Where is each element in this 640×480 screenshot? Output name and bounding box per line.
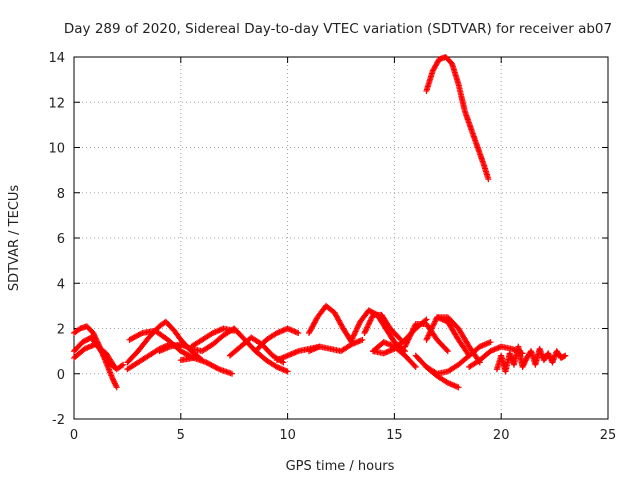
series-arc-09 xyxy=(177,354,236,377)
data-point xyxy=(411,362,418,369)
data-point xyxy=(354,324,361,331)
data-point xyxy=(396,335,403,342)
series-arc-27 xyxy=(423,54,492,183)
data-point xyxy=(487,339,494,346)
data-point xyxy=(355,322,362,329)
x-tick-label: 10 xyxy=(279,428,296,443)
series-arc-19 xyxy=(402,320,451,355)
x-tick-label: 25 xyxy=(600,428,617,443)
data-point xyxy=(113,384,120,391)
x-tick-label: 5 xyxy=(177,428,185,443)
y-tick-label: 8 xyxy=(57,187,65,202)
y-tick-label: 0 xyxy=(57,368,65,383)
series-arc-15 xyxy=(305,336,366,355)
axis-ticks: 0 5 10 15 20 25 -2 0 2 4 6 8 10 12 14 xyxy=(48,51,616,443)
data-point xyxy=(349,335,356,342)
y-tick-label: 6 xyxy=(57,232,65,247)
data-point xyxy=(280,359,287,366)
data-point xyxy=(295,330,302,337)
data-point xyxy=(363,325,370,332)
data-point xyxy=(362,328,369,335)
grid-lines xyxy=(74,57,608,419)
data-point xyxy=(348,336,355,343)
series-arc-14 xyxy=(305,302,355,346)
data-point xyxy=(367,317,374,324)
data-point xyxy=(91,332,98,339)
data-point xyxy=(353,327,360,334)
x-tick-label: 15 xyxy=(386,428,403,443)
data-point xyxy=(111,363,118,370)
data-point xyxy=(365,321,372,328)
series-arc-08 xyxy=(188,325,238,350)
x-axis-label: GPS time / hours xyxy=(286,459,395,474)
data-point xyxy=(364,323,371,330)
data-point xyxy=(110,362,117,369)
series-arc-26 xyxy=(493,343,569,375)
x-tick-label: 20 xyxy=(493,428,510,443)
data-point xyxy=(90,331,97,338)
data-point xyxy=(368,314,375,321)
data-point xyxy=(120,361,127,368)
chart-title: Day 289 of 2020, Sidereal Day-to-day VTE… xyxy=(64,21,612,37)
y-tick-label: 14 xyxy=(48,51,65,66)
x-tick-label: 0 xyxy=(70,428,78,443)
y-tick-label: 10 xyxy=(48,142,65,157)
data-point xyxy=(353,325,360,332)
data-point xyxy=(351,329,358,336)
data-point xyxy=(214,365,221,372)
data-point xyxy=(90,330,97,337)
data-point xyxy=(455,384,462,391)
data-point xyxy=(350,332,357,339)
y-tick-label: 2 xyxy=(57,323,65,338)
data-points xyxy=(71,54,569,391)
data-point xyxy=(284,368,291,375)
data-point xyxy=(352,328,359,335)
data-point xyxy=(412,363,419,370)
data-point xyxy=(359,336,366,343)
data-point xyxy=(443,346,450,353)
data-point xyxy=(351,331,358,338)
data-point xyxy=(562,352,569,359)
data-point xyxy=(138,330,145,337)
data-point xyxy=(485,176,492,183)
data-point xyxy=(118,362,125,369)
series-arc-23 xyxy=(370,339,419,370)
data-point xyxy=(113,383,120,390)
y-tick-label: -2 xyxy=(52,413,65,428)
data-point xyxy=(361,330,368,337)
series-arc-17 xyxy=(361,311,404,343)
data-point xyxy=(444,348,451,355)
data-point xyxy=(366,318,373,325)
y-tick-label: 12 xyxy=(48,96,65,111)
series-arc-24 xyxy=(423,339,494,377)
data-point xyxy=(364,324,371,331)
y-tick-label: 4 xyxy=(57,277,65,292)
data-point xyxy=(362,327,369,334)
series-arc-03 xyxy=(71,341,118,370)
data-point xyxy=(229,370,236,377)
series-arc-12 xyxy=(252,325,302,355)
data-point xyxy=(366,320,373,327)
data-point xyxy=(368,316,375,323)
y-axis-label: SDTVAR / TECUs xyxy=(7,185,22,292)
data-point xyxy=(355,321,362,328)
data-point xyxy=(349,334,356,341)
